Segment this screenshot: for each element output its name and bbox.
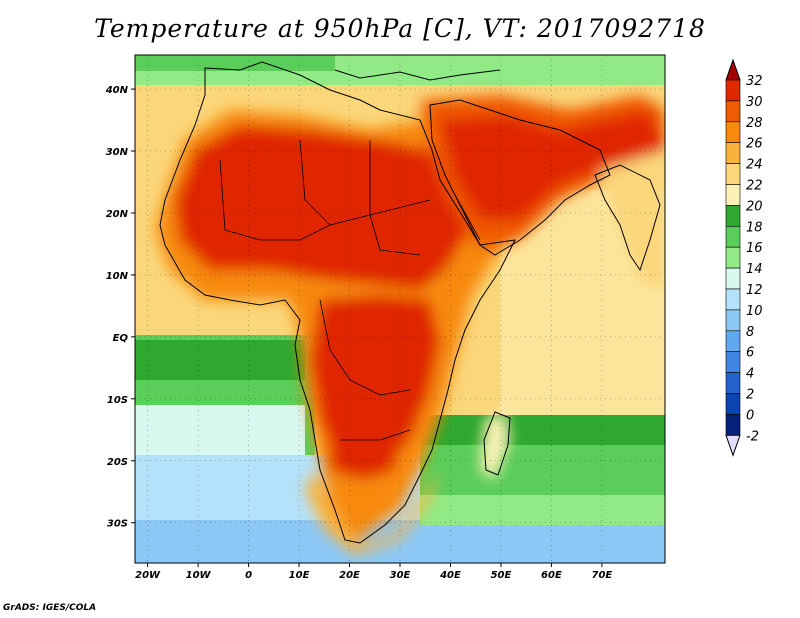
- africa-coastline: [159, 61, 516, 544]
- colorbar-label: 2: [746, 388, 754, 403]
- lat-label: 20S: [107, 457, 128, 468]
- colorbar-label: 30: [746, 95, 763, 110]
- lat-label: EQ: [113, 333, 129, 344]
- colorbar-segment: [725, 246, 741, 269]
- colorbar-label: 6: [746, 346, 754, 361]
- colorbar-label: 4: [746, 367, 754, 382]
- colorbar-label: 26: [746, 137, 763, 152]
- colorbar-label: 14: [746, 262, 763, 277]
- colorbar-segment: [725, 288, 741, 311]
- lon-label: 0: [245, 570, 252, 581]
- colorbar-segment: [725, 330, 741, 352]
- colorbar-label: 32: [746, 74, 763, 89]
- lon-label: 20E: [339, 570, 360, 581]
- lon-label: 10W: [186, 570, 212, 581]
- colorbar-bottom-arrow: [725, 434, 741, 457]
- colorbar-segment: [725, 121, 741, 144]
- lon-label: 50E: [491, 570, 512, 581]
- lon-label: 70E: [592, 570, 613, 581]
- lat-label: 30N: [106, 147, 129, 158]
- colorbar-label: 24: [746, 158, 763, 173]
- credit-text: GrADS: IGES/COLA: [3, 603, 97, 613]
- colorbar-label: -2: [746, 429, 759, 444]
- colorbar-label: 22: [746, 179, 763, 194]
- colorbar-label: 0: [746, 408, 754, 423]
- colorbar-label: 28: [746, 116, 763, 131]
- colorbar-top-arrow: [725, 58, 741, 81]
- colorbar-segment: [725, 414, 741, 436]
- colorbar-segment: [725, 372, 741, 394]
- colorbar-segment: [725, 79, 741, 102]
- colorbar-label: 16: [746, 241, 763, 256]
- madagascar-coastline: [483, 411, 511, 476]
- colorbar-label: 20: [746, 199, 763, 214]
- colorbar-segment: [725, 226, 741, 248]
- colorbar-label: 8: [746, 325, 754, 340]
- lon-label: 60E: [541, 570, 562, 581]
- colorbar-segment: [725, 267, 741, 290]
- latitude-axis: 40N 30N 20N 10N EQ 10S 20S 30S: [105, 85, 135, 530]
- colorbar-segment: [725, 309, 741, 332]
- colorbar-segment: [725, 351, 741, 373]
- colorbar-segment: [725, 100, 741, 123]
- lon-label: 10E: [289, 570, 310, 581]
- lat-label: 40N: [105, 85, 129, 96]
- colorbar-segment: [725, 393, 741, 415]
- colorbar-segment: [725, 142, 741, 164]
- lon-label: 20W: [135, 570, 161, 581]
- lon-label: 30E: [390, 570, 411, 581]
- lat-label: 30S: [107, 519, 128, 530]
- lon-label: 40E: [439, 570, 461, 581]
- india-coastline: [594, 164, 661, 272]
- map-title: Temperature at 950hPa [C], VT: 201709271…: [94, 14, 706, 43]
- colorbar-segment: [725, 184, 741, 206]
- colorbar-label: 10: [746, 304, 763, 319]
- lat-label: 20N: [106, 209, 129, 220]
- colorbar-segment: [725, 163, 741, 185]
- colorbar-label: 18: [746, 220, 763, 235]
- colorbar-segment: [725, 205, 741, 227]
- colorbar-label: 12: [746, 283, 763, 298]
- lat-label: 10S: [107, 395, 128, 406]
- lat-label: 10N: [106, 271, 129, 282]
- longitude-axis: 20W 10W 0 10E 20E 30E 40E 50E 60E 70E: [135, 563, 612, 581]
